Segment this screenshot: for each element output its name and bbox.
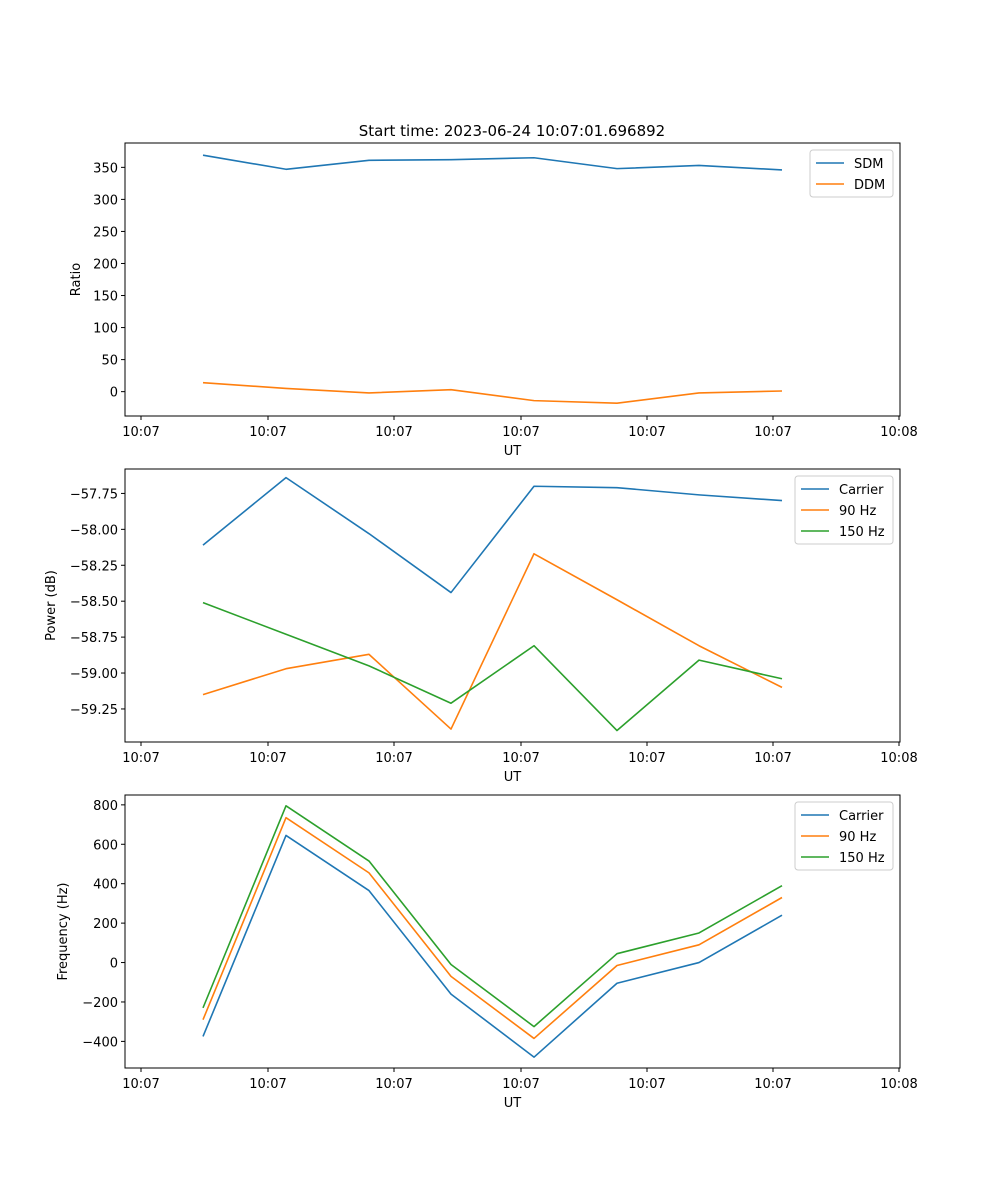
legend-label: Carrier bbox=[839, 809, 884, 824]
y-tick-label: −58.50 bbox=[70, 595, 118, 610]
y-tick-label: 250 bbox=[93, 225, 118, 240]
y-tick-label: −59.25 bbox=[70, 703, 118, 718]
x-tick-label: 10:07 bbox=[249, 425, 286, 440]
y-tick-label: −58.75 bbox=[70, 631, 118, 646]
axes-frame bbox=[124, 468, 901, 743]
y-tick-label: 200 bbox=[93, 917, 118, 932]
x-tick-label: 10:08 bbox=[880, 1077, 917, 1092]
plots-container: 10:07 10:07 10:07 10:07 10:07 10:07 10:08 0 50 10… bbox=[44, 142, 918, 1111]
legend: SDM DDM bbox=[809, 149, 894, 198]
y-tick-label: −57.75 bbox=[70, 487, 118, 502]
y-tick-label: 0 bbox=[110, 957, 118, 972]
legend-label: SDM bbox=[854, 157, 883, 172]
x-tick-label: 10:07 bbox=[628, 1077, 665, 1092]
series-line-ddm bbox=[202, 381, 783, 404]
x-tick-label: 10:07 bbox=[122, 425, 159, 440]
series-line-150-hz bbox=[202, 601, 783, 732]
x-axis-label: UT bbox=[504, 770, 522, 785]
x-tick-label: 10:07 bbox=[754, 425, 791, 440]
x-axis-label: UT bbox=[504, 1096, 522, 1111]
figure-title: Start time: 2023-06-24 10:07:01.696892 bbox=[359, 122, 665, 140]
legend-label: DDM bbox=[854, 178, 885, 193]
subplot-3: 10:07 10:07 10:07 10:07 10:07 10:07 10:08 −400 −… bbox=[56, 794, 918, 1111]
x-tick-label: 10:08 bbox=[880, 425, 917, 440]
y-tick-label: −59.00 bbox=[70, 667, 118, 682]
x-tick-label: 10:07 bbox=[375, 751, 412, 766]
x-tick-label: 10:07 bbox=[375, 425, 412, 440]
y-tick-label: −400 bbox=[82, 1035, 118, 1050]
series-line-sdm bbox=[202, 154, 783, 171]
legend: Carrier 90 Hz 150 Hz bbox=[794, 801, 894, 871]
y-tick-label: −58.00 bbox=[70, 523, 118, 538]
x-tick-label: 10:07 bbox=[502, 751, 539, 766]
x-tick-label: 10:07 bbox=[502, 1077, 539, 1092]
x-tick-label: 10:08 bbox=[880, 751, 917, 766]
x-tick-label: 10:07 bbox=[754, 1077, 791, 1092]
x-tick-label: 10:07 bbox=[754, 751, 791, 766]
y-tick-label: 50 bbox=[101, 354, 118, 369]
x-tick-label: 10:07 bbox=[122, 1077, 159, 1092]
legend-box bbox=[794, 475, 894, 545]
y-tick-label: 400 bbox=[93, 878, 118, 893]
y-tick-label: 600 bbox=[93, 838, 118, 853]
legend-label: 150 Hz bbox=[839, 525, 885, 540]
series-line-90-hz bbox=[202, 816, 783, 1040]
series-line-carrier bbox=[202, 476, 783, 594]
y-tick-label: −200 bbox=[82, 996, 118, 1011]
legend: Carrier 90 Hz 150 Hz bbox=[794, 475, 894, 545]
legend-label: 90 Hz bbox=[839, 504, 876, 519]
legend-label: 150 Hz bbox=[839, 851, 885, 866]
y-tick-label: 300 bbox=[93, 193, 118, 208]
x-tick-label: 10:07 bbox=[122, 751, 159, 766]
y-axis-label: Power (dB) bbox=[44, 570, 59, 641]
y-tick-label: 100 bbox=[93, 322, 118, 337]
subplot-2: 10:07 10:07 10:07 10:07 10:07 10:07 10:08 −57.7… bbox=[44, 468, 918, 785]
x-tick-label: 10:07 bbox=[249, 751, 286, 766]
series-line-90-hz bbox=[202, 552, 783, 730]
legend-label: Carrier bbox=[839, 483, 884, 498]
x-axis-label: UT bbox=[504, 444, 522, 459]
legend-label: 90 Hz bbox=[839, 830, 876, 845]
legend-box bbox=[809, 149, 894, 198]
series-line-150-hz bbox=[202, 805, 783, 1028]
x-tick-label: 10:07 bbox=[628, 751, 665, 766]
y-tick-label: 0 bbox=[110, 386, 118, 401]
y-axis-label: Frequency (Hz) bbox=[56, 882, 71, 980]
y-tick-label: 350 bbox=[93, 161, 118, 176]
x-tick-label: 10:07 bbox=[628, 425, 665, 440]
y-tick-label: 800 bbox=[93, 799, 118, 814]
axes-frame bbox=[124, 142, 901, 417]
axes-frame bbox=[124, 794, 901, 1069]
y-tick-label: 200 bbox=[93, 257, 118, 272]
x-tick-label: 10:07 bbox=[502, 425, 539, 440]
legend-box bbox=[794, 801, 894, 871]
subplot-1: 10:07 10:07 10:07 10:07 10:07 10:07 10:08 0 50 10… bbox=[69, 142, 918, 459]
y-tick-label: −58.25 bbox=[70, 559, 118, 574]
x-tick-label: 10:07 bbox=[249, 1077, 286, 1092]
series-line-carrier bbox=[202, 834, 783, 1058]
x-tick-label: 10:07 bbox=[375, 1077, 412, 1092]
y-axis-label: Ratio bbox=[69, 263, 84, 296]
y-tick-label: 150 bbox=[93, 290, 118, 305]
